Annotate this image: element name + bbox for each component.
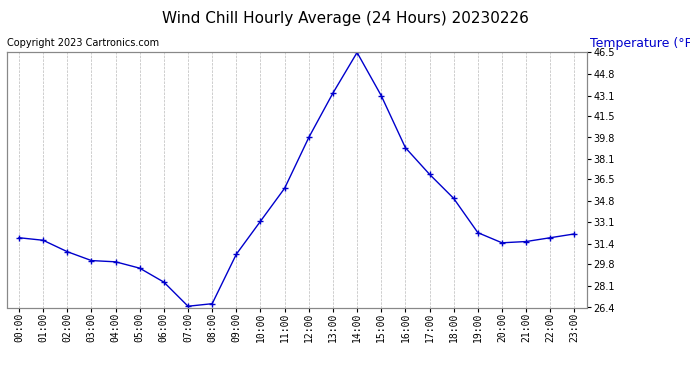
Text: Copyright 2023 Cartronics.com: Copyright 2023 Cartronics.com: [7, 38, 159, 48]
Text: Wind Chill Hourly Average (24 Hours) 20230226: Wind Chill Hourly Average (24 Hours) 202…: [161, 11, 529, 26]
Text: Temperature (°F): Temperature (°F): [590, 38, 690, 51]
